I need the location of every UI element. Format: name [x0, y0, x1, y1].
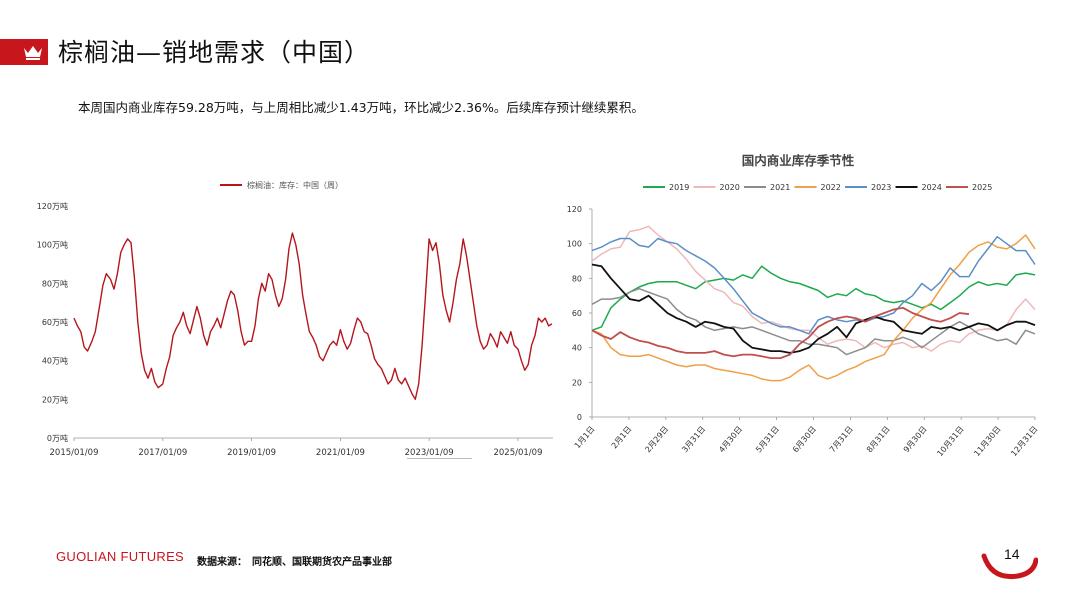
legend-item: 2021 [744, 183, 790, 192]
legend-label: 2019 [669, 183, 689, 192]
legend-label: 2025 [972, 183, 992, 192]
series-line-2023 [591, 235, 1036, 335]
y-tick-label: 60万吨 [42, 317, 68, 327]
page-title: 棕榈油—销地需求（中国） [58, 38, 371, 67]
x-tick-label: 2015/01/09 [50, 448, 99, 458]
legend-label: 2023 [871, 183, 891, 192]
legend-label: 2022 [821, 183, 841, 192]
legend-label: 2024 [922, 183, 942, 192]
legend-item: 2022 [794, 183, 841, 192]
legend-item: 2019 [643, 183, 689, 192]
x-tick-label: 6月30日 [791, 425, 818, 455]
x-tick-label: 4月30日 [717, 425, 744, 455]
y-tick-label: 80万吨 [42, 278, 68, 288]
y-tick-label: 20 [572, 378, 582, 387]
y-tick-label: 60 [572, 309, 582, 318]
y-tick-label: 80 [572, 274, 582, 283]
corner-swoosh-icon [981, 553, 1038, 580]
footer-brand: GUOLIAN FUTURES [56, 549, 185, 564]
legend-item: 2023 [845, 183, 891, 192]
x-tick-label: 10月31日 [935, 425, 965, 459]
y-tick-label: 120 [567, 205, 582, 214]
x-tick-label: 5月31日 [754, 425, 781, 455]
series-line-2019 [591, 265, 1036, 332]
x-tick-label: 2月29日 [643, 425, 670, 455]
x-tick-label: 12月31日 [1009, 425, 1039, 459]
chart-scroll-indicator [407, 455, 472, 459]
series-line-2021 [591, 287, 1036, 356]
legend-label: 2021 [770, 183, 790, 192]
legend: 棕榈油：库存：中国（周） [220, 180, 343, 190]
x-tick-label: 2021/01/09 [316, 448, 365, 458]
chart-title: 国内商业库存季节性 [742, 153, 855, 168]
legend-item: 2024 [895, 183, 942, 192]
inventory-weekly-chart: 0万吨 20万吨 40万吨 60万吨 80万吨 100万吨 120万吨 2015/01/09 2… [37, 180, 553, 458]
x-tick-label: 7月31日 [828, 425, 855, 455]
y-tick-label: 100万吨 [37, 240, 68, 250]
y-tick-label: 100 [567, 240, 582, 249]
legend-label: 2020 [720, 183, 740, 192]
y-tick-label: 20万吨 [42, 394, 68, 404]
legend-label: 棕榈油：库存：中国（周） [247, 180, 343, 190]
inventory-seasonal-chart: 国内商业库存季节性 2019 2020 2021 2022 2023 2024 2025 0 20… [567, 153, 1040, 459]
series-line-inventory [73, 232, 553, 400]
series-line-2025 [591, 306, 970, 359]
footer-source: 数据来源： 同花顺、国联期货农产品事业部 [197, 557, 392, 568]
y-tick-label: 40万吨 [42, 356, 68, 366]
legend-item: 2020 [693, 183, 740, 192]
y-tick-label: 0 [577, 413, 582, 422]
x-tick-label: 2023/01/09 [405, 448, 454, 458]
summary-text: 本周国内商业库存59.28万吨，与上周相比减少1.43万吨，环比减少2.36%。… [78, 100, 644, 115]
x-tick-label: 2019/01/09 [227, 448, 276, 458]
x-tick-label: 2月1日 [610, 425, 634, 451]
x-tick-label: 1月1日 [573, 425, 597, 451]
x-tick-label: 2017/01/09 [138, 448, 187, 458]
y-tick-label: 0万吨 [47, 433, 68, 443]
x-tick-label: 3月31日 [680, 425, 707, 455]
crown-icon [24, 46, 42, 60]
x-tick-label: 2025/01/09 [493, 448, 542, 458]
y-tick-label: 120万吨 [37, 201, 68, 211]
x-tick-label: 9月30日 [902, 425, 929, 455]
y-tick-label: 40 [572, 344, 582, 353]
page-number: 14 [1004, 546, 1020, 562]
legend-item: 2025 [946, 183, 992, 192]
x-tick-label: 8月31日 [865, 425, 892, 455]
series-line-2024 [591, 263, 1036, 354]
x-tick-label: 11月30日 [972, 425, 1002, 459]
series-line-2022 [591, 234, 1036, 382]
